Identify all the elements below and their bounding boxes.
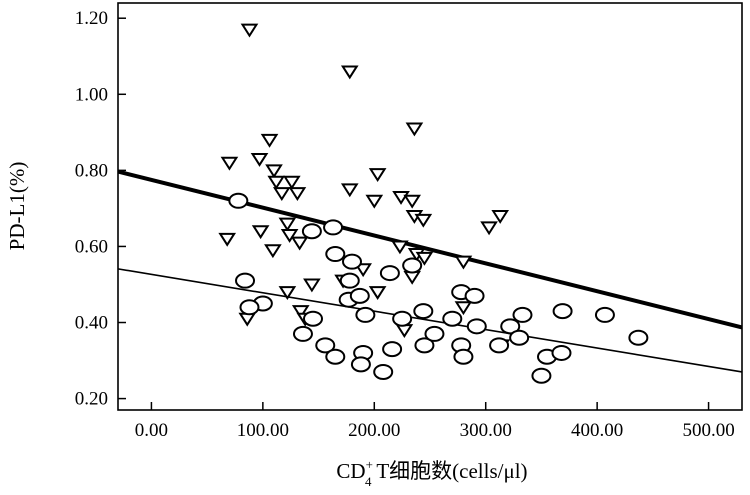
data-point-triangle [283, 175, 301, 190]
data-point-triangle [290, 236, 309, 251]
data-point-circle [464, 287, 485, 304]
x-axis-title-rest: T细胞数(cells/μl) [371, 459, 527, 483]
data-point-triangle [250, 152, 269, 167]
data-point-circle [350, 356, 371, 373]
data-point-circle [325, 246, 346, 263]
data-point-triangle [260, 133, 279, 148]
data-point-circle [453, 348, 474, 365]
data-point-circle [235, 272, 256, 289]
x-tick-label: 300.00 [460, 420, 512, 441]
plot-area [117, 23, 743, 384]
data-point-triangle [303, 278, 321, 293]
data-point-circle [414, 337, 435, 354]
x-axis-title: CD+ 4 T细胞数(cells/μl) [336, 457, 527, 489]
data-point-triangle [264, 244, 282, 259]
data-point-triangle [454, 301, 473, 316]
y-axis-title: PD-L1(%) [5, 162, 29, 251]
data-point-triangle [220, 156, 239, 171]
regression-line-thick [117, 169, 743, 330]
y-tick-label: 0.80 [75, 160, 108, 181]
data-point-circle [301, 223, 322, 240]
data-point-triangle [414, 213, 433, 228]
data-point-triangle [267, 175, 286, 190]
x-axis-title-subscript: 4 [365, 474, 372, 489]
data-point-circle [228, 192, 249, 209]
data-point-circle [315, 337, 336, 354]
data-point-triangle [218, 232, 237, 247]
data-point-circle [512, 306, 533, 323]
y-tick-label: 0.40 [75, 313, 108, 334]
data-point-triangle [405, 122, 424, 137]
data-point-triangle [265, 164, 283, 179]
data-point-circle [413, 303, 434, 320]
x-tick-label: 400.00 [571, 420, 623, 441]
y-tick-label: 0.60 [75, 236, 108, 257]
data-point-triangle [291, 305, 310, 319]
x-tick-label: 500.00 [682, 420, 734, 441]
data-point-circle [355, 306, 376, 323]
x-axis-title-superscript: + [366, 457, 373, 472]
data-point-circle [466, 318, 487, 335]
data-point-triangle [251, 225, 270, 240]
data-point-triangle [354, 263, 372, 278]
x-axis-title-main: CD [336, 459, 365, 483]
data-point-circle [342, 253, 362, 270]
data-point-circle [628, 329, 649, 346]
data-point-triangle [340, 65, 359, 80]
data-point-triangle [480, 221, 498, 236]
data-point-circle [323, 219, 344, 236]
data-point-triangle [454, 255, 473, 270]
data-point-triangle [365, 194, 384, 209]
axes: 0.00 100.00 200.00 300.00 400.00 500.00 0.20 0.… [75, 8, 735, 441]
data-point-circle [373, 363, 394, 380]
data-point-triangle [368, 168, 387, 183]
data-point-triangle [415, 251, 434, 266]
y-tick-label: 1.00 [75, 84, 108, 105]
data-point-circle [292, 325, 313, 342]
data-point-triangle [392, 190, 410, 205]
data-point-triangle [240, 23, 259, 38]
data-point-triangle [403, 194, 421, 209]
data-point-triangle [272, 187, 291, 202]
x-tick-label: 200.00 [348, 420, 400, 441]
data-point-triangle [340, 183, 359, 198]
data-point-triangle [278, 286, 297, 300]
data-point-triangle [288, 187, 307, 202]
data-point-circle [392, 310, 413, 327]
data-point-circle [531, 367, 552, 384]
data-point-circle [303, 310, 323, 327]
data-point-triangle [491, 210, 510, 224]
y-tick-label: 1.20 [75, 8, 108, 29]
data-point-circle [382, 341, 403, 358]
x-tick-label: 100.00 [237, 420, 289, 441]
data-point-circle [239, 299, 260, 316]
data-point-circle [402, 257, 423, 274]
x-tick-label: 0.00 [135, 420, 168, 441]
data-point-circle [349, 287, 370, 304]
plot-frame [117, 2, 743, 411]
regression-line-thin [117, 268, 743, 373]
data-point-circle [339, 272, 360, 289]
data-point-circle [489, 337, 510, 354]
data-point-circle [509, 329, 530, 346]
data-point-circle [552, 303, 573, 320]
data-point-triangle [368, 286, 387, 300]
y-tick-label: 0.20 [75, 389, 108, 410]
data-point-circle [379, 265, 400, 282]
data-point-triangle [391, 240, 409, 255]
data-point-circle [442, 310, 463, 327]
data-point-triangle [280, 229, 299, 243]
data-point-triangle [278, 217, 297, 232]
data-point-circle [424, 325, 445, 342]
data-point-circle [551, 344, 572, 361]
data-point-circle [325, 348, 346, 365]
data-point-circle [594, 306, 615, 323]
data-point-circle [500, 318, 521, 335]
